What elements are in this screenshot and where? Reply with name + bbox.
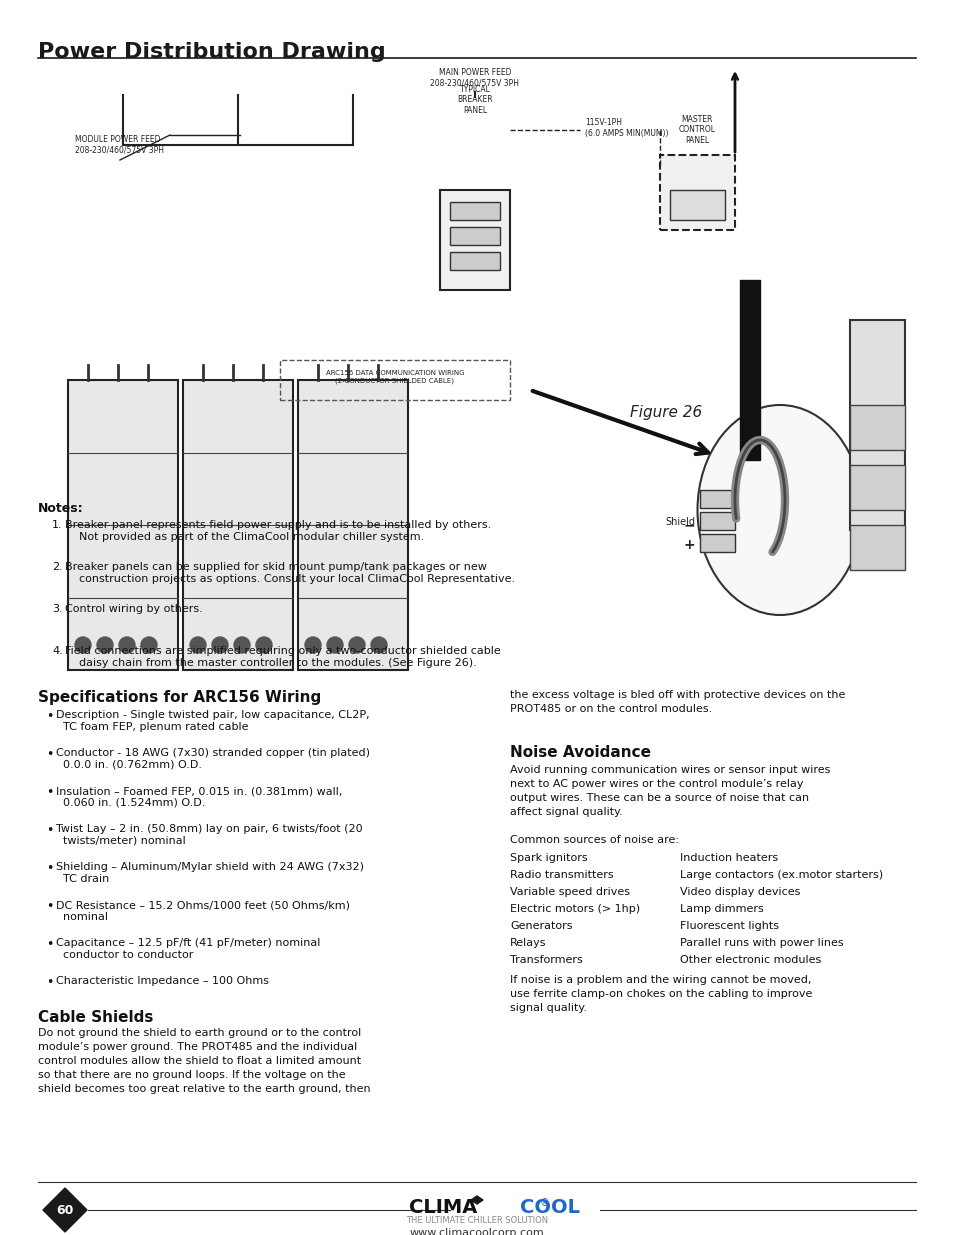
Text: Insulation – Foamed FEP, 0.015 in. (0.381mm) wall,
  0.060 in. (1.524mm) O.D.: Insulation – Foamed FEP, 0.015 in. (0.38… xyxy=(56,785,342,808)
Bar xyxy=(849,405,904,450)
Text: the excess voltage is bled off with protective devices on the
PROT485 or on the : the excess voltage is bled off with prot… xyxy=(510,690,844,714)
Bar xyxy=(183,380,293,671)
Text: Figure 26: Figure 26 xyxy=(629,405,701,420)
Circle shape xyxy=(233,637,250,653)
Polygon shape xyxy=(471,1195,482,1204)
Text: •: • xyxy=(46,862,53,876)
Circle shape xyxy=(141,637,157,653)
Text: Breaker panels can be supplied for skid mount pump/tank packages or new
    cons: Breaker panels can be supplied for skid … xyxy=(65,562,515,584)
Text: Description - Single twisted pair, low capacitance, CL2P,
  TC foam FEP, plenum : Description - Single twisted pair, low c… xyxy=(56,710,369,731)
Text: Fluorescent lights: Fluorescent lights xyxy=(679,921,779,931)
Bar xyxy=(700,490,734,508)
Circle shape xyxy=(305,637,320,653)
Bar xyxy=(450,252,499,270)
Text: Relays: Relays xyxy=(510,939,546,948)
Text: CLIMA: CLIMA xyxy=(408,1198,476,1216)
Text: 2.: 2. xyxy=(52,562,63,572)
Circle shape xyxy=(349,637,365,653)
Bar xyxy=(659,156,734,230)
Text: Large contactors (ex.motor starters): Large contactors (ex.motor starters) xyxy=(679,869,882,881)
Text: Conductor - 18 AWG (7x30) stranded copper (tin plated)
  0.0.0 in. (0.762mm) O.D: Conductor - 18 AWG (7x30) stranded coppe… xyxy=(56,748,370,769)
Text: Breaker panel represents field power supply and is to be installed by others.
  : Breaker panel represents field power sup… xyxy=(65,520,491,542)
Text: Field connections are simplified requiring only a two-conductor shielded cable
 : Field connections are simplified requiri… xyxy=(65,646,500,668)
Circle shape xyxy=(212,637,228,653)
Circle shape xyxy=(97,637,112,653)
Text: •: • xyxy=(46,785,53,799)
Text: •: • xyxy=(46,710,53,722)
Ellipse shape xyxy=(697,405,862,615)
Bar xyxy=(450,227,499,245)
Text: TYPICAL
BREAKER
PANEL: TYPICAL BREAKER PANEL xyxy=(456,85,493,115)
Text: Transformers: Transformers xyxy=(510,955,582,965)
Text: Shielding – Aluminum/Mylar shield with 24 AWG (7x32)
  TC drain: Shielding – Aluminum/Mylar shield with 2… xyxy=(56,862,364,883)
Text: Electric motors (> 1hp): Electric motors (> 1hp) xyxy=(510,904,639,914)
Text: MODULE POWER FEED
208-230/460/575V 3PH: MODULE POWER FEED 208-230/460/575V 3PH xyxy=(75,136,164,154)
Bar xyxy=(740,280,760,459)
Text: 3.: 3. xyxy=(52,604,63,614)
Bar xyxy=(297,380,408,671)
Circle shape xyxy=(190,637,206,653)
Bar xyxy=(280,359,510,400)
Text: Parallel runs with power lines: Parallel runs with power lines xyxy=(679,939,842,948)
Text: Common sources of noise are:: Common sources of noise are: xyxy=(510,835,679,845)
Text: 4.: 4. xyxy=(52,646,63,656)
Text: Specifications for ARC156 Wiring: Specifications for ARC156 Wiring xyxy=(38,690,321,705)
Text: Video display devices: Video display devices xyxy=(679,887,800,897)
Text: Capacitance – 12.5 pF/ft (41 pF/meter) nominal
  conductor to conductor: Capacitance – 12.5 pF/ft (41 pF/meter) n… xyxy=(56,939,320,960)
Text: 60: 60 xyxy=(56,1203,73,1216)
Text: Other electronic modules: Other electronic modules xyxy=(679,955,821,965)
Circle shape xyxy=(119,637,135,653)
Text: MAIN POWER FEED
208-230/460/575V 3PH: MAIN POWER FEED 208-230/460/575V 3PH xyxy=(430,68,519,88)
Text: Induction heaters: Induction heaters xyxy=(679,853,778,863)
Text: COOL: COOL xyxy=(519,1198,579,1216)
Text: Avoid running communication wires or sensor input wires
next to AC power wires o: Avoid running communication wires or sen… xyxy=(510,764,829,818)
Bar xyxy=(849,320,904,530)
Bar xyxy=(68,380,178,671)
Text: Cable Shields: Cable Shields xyxy=(38,1010,153,1025)
Text: THE ULTIMATE CHILLER SOLUTION: THE ULTIMATE CHILLER SOLUTION xyxy=(406,1216,547,1225)
Text: Spark ignitors: Spark ignitors xyxy=(510,853,587,863)
Text: 1.: 1. xyxy=(52,520,63,530)
Text: Lamp dimmers: Lamp dimmers xyxy=(679,904,763,914)
Text: Noise Avoidance: Noise Avoidance xyxy=(510,745,650,760)
Bar xyxy=(439,190,510,290)
Text: •: • xyxy=(46,748,53,761)
Polygon shape xyxy=(43,1188,87,1233)
Circle shape xyxy=(327,637,343,653)
Text: ARC156 DATA COMMUNICATION WIRING
(2-CONDUCTOR SHIELDED CABLE): ARC156 DATA COMMUNICATION WIRING (2-COND… xyxy=(325,370,464,384)
Text: •: • xyxy=(46,976,53,989)
Text: If noise is a problem and the wiring cannot be moved,
use ferrite clamp-on choke: If noise is a problem and the wiring can… xyxy=(510,974,812,1013)
Text: Power Distribution Drawing: Power Distribution Drawing xyxy=(38,42,385,62)
Bar xyxy=(700,534,734,552)
Text: Generators: Generators xyxy=(510,921,572,931)
Bar xyxy=(450,203,499,220)
Circle shape xyxy=(255,637,272,653)
Circle shape xyxy=(371,637,387,653)
Text: 115V-1PH
(6.0 AMPS MIN(MUM)): 115V-1PH (6.0 AMPS MIN(MUM)) xyxy=(584,119,668,137)
Bar xyxy=(700,513,734,530)
Text: Notes:: Notes: xyxy=(38,501,84,515)
Text: Control wiring by others.: Control wiring by others. xyxy=(65,604,203,614)
Text: Characteristic Impedance – 100 Ohms: Characteristic Impedance – 100 Ohms xyxy=(56,976,269,986)
Bar xyxy=(669,190,724,220)
Text: +: + xyxy=(682,538,695,552)
Text: ®: ® xyxy=(539,1198,549,1208)
Bar xyxy=(849,466,904,510)
Text: Twist Lay – 2 in. (50.8mm) lay on pair, 6 twists/foot (20
  twists/meter) nomina: Twist Lay – 2 in. (50.8mm) lay on pair, … xyxy=(56,824,362,846)
Text: Radio transmitters: Radio transmitters xyxy=(510,869,613,881)
Text: •: • xyxy=(46,900,53,913)
Text: •: • xyxy=(46,939,53,951)
Text: MASTER
CONTROL
PANEL: MASTER CONTROL PANEL xyxy=(678,115,715,144)
Text: −: − xyxy=(682,517,695,532)
Bar xyxy=(849,525,904,571)
Text: •: • xyxy=(46,824,53,837)
Circle shape xyxy=(75,637,91,653)
Text: Variable speed drives: Variable speed drives xyxy=(510,887,629,897)
Text: Do not ground the shield to earth ground or to the control
module’s power ground: Do not ground the shield to earth ground… xyxy=(38,1028,370,1094)
Text: Shield: Shield xyxy=(664,517,695,527)
Text: DC Resistance – 15.2 Ohms/1000 feet (50 Ohms/km)
  nominal: DC Resistance – 15.2 Ohms/1000 feet (50 … xyxy=(56,900,350,921)
Text: www.climacoolcorp.com: www.climacoolcorp.com xyxy=(409,1228,544,1235)
